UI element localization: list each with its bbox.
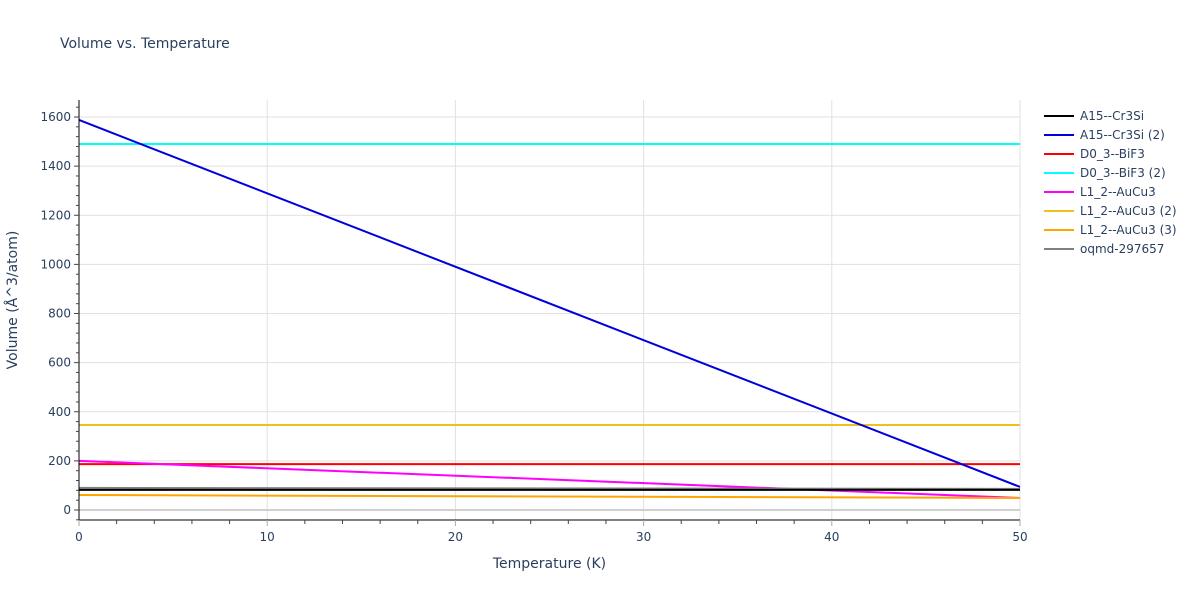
- legend-swatch-icon: [1044, 247, 1074, 250]
- legend-swatch-icon: [1044, 133, 1074, 136]
- legend: A15--Cr3Si A15--Cr3Si (2) D0_3--BiF3 D0_3--…: [1044, 106, 1177, 258]
- legend-label: oqmd-297657: [1080, 241, 1165, 256]
- y-tick-label: 200: [48, 454, 71, 468]
- chart-title: Volume vs. Temperature: [60, 36, 230, 52]
- x-tick-label: 40: [824, 530, 839, 544]
- y-tick-label: 600: [48, 356, 71, 370]
- y-tick-label: 400: [48, 405, 71, 419]
- legend-swatch-icon: [1044, 209, 1074, 212]
- legend-item-3[interactable]: D0_3--BiF3 (2): [1044, 163, 1177, 182]
- y-tick-label: 1000: [40, 257, 71, 271]
- legend-label: A15--Cr3Si (2): [1080, 127, 1165, 142]
- series-line-4[interactable]: [78, 459, 1021, 499]
- legend-item-5[interactable]: L1_2--AuCu3 (2): [1044, 201, 1177, 220]
- legend-item-2[interactable]: D0_3--BiF3: [1044, 144, 1177, 163]
- legend-label: D0_3--BiF3 (2): [1080, 165, 1166, 180]
- legend-label: L1_2--AuCu3 (3): [1080, 222, 1177, 237]
- legend-label: L1_2--AuCu3 (2): [1080, 203, 1177, 218]
- y-axis-title: Volume (Å^3/atom): [4, 231, 21, 370]
- legend-swatch-icon: [1044, 114, 1074, 117]
- y-tick-label: 1600: [40, 110, 71, 124]
- legend-swatch-icon: [1044, 190, 1074, 193]
- legend-label: A15--Cr3Si: [1080, 108, 1145, 123]
- x-tick-label: 10: [260, 530, 275, 544]
- legend-item-4[interactable]: L1_2--AuCu3: [1044, 182, 1177, 201]
- legend-item-1[interactable]: A15--Cr3Si (2): [1044, 125, 1177, 144]
- legend-swatch-icon: [1044, 228, 1074, 231]
- series-line-6[interactable]: [78, 494, 1021, 499]
- legend-item-7[interactable]: oqmd-297657: [1044, 239, 1177, 258]
- legend-label: L1_2--AuCu3: [1080, 184, 1156, 199]
- legend-item-6[interactable]: L1_2--AuCu3 (3): [1044, 220, 1177, 239]
- y-tick-label: 1200: [40, 208, 71, 222]
- legend-swatch-icon: [1044, 152, 1074, 155]
- x-tick-label: 20: [448, 530, 463, 544]
- series-line-7[interactable]: [78, 486, 1021, 490]
- legend-item-0[interactable]: A15--Cr3Si: [1044, 106, 1177, 125]
- x-tick-label: 50: [1012, 530, 1027, 544]
- legend-swatch-icon: [1044, 171, 1074, 174]
- y-tick-label: 1400: [40, 159, 71, 173]
- x-tick-label: 0: [75, 530, 83, 544]
- x-tick-label: 30: [636, 530, 651, 544]
- y-tick-label: 800: [48, 307, 71, 321]
- legend-label: D0_3--BiF3: [1080, 146, 1145, 161]
- y-tick-label: 0: [63, 503, 71, 517]
- x-axis-title: Temperature (K): [492, 556, 606, 572]
- series-line-1[interactable]: [78, 119, 1021, 488]
